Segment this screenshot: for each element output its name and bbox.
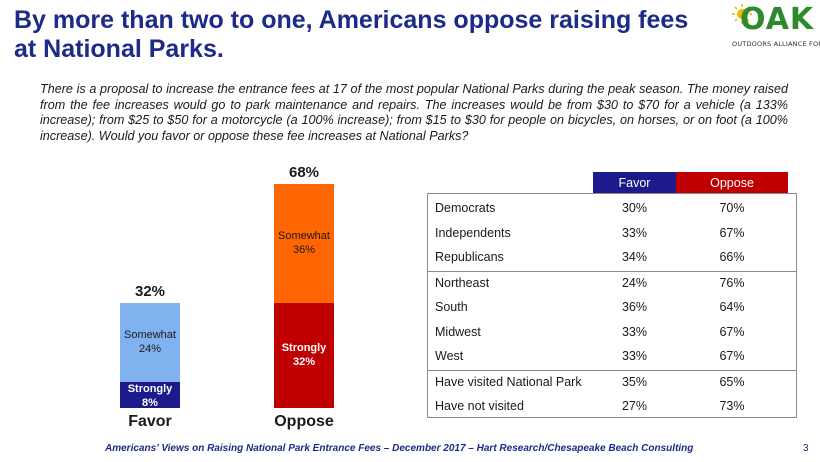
survey-question: There is a proposal to increase the entr… bbox=[40, 82, 788, 143]
row-label: West bbox=[435, 349, 464, 363]
table-group-divider bbox=[427, 369, 797, 371]
oppose-value: 67% bbox=[719, 349, 745, 363]
bar-label-somewhat-oppose: Somewhat 36% bbox=[278, 230, 330, 257]
logo-text: OAK bbox=[740, 2, 815, 37]
oppose-value: 67% bbox=[719, 324, 745, 339]
oppose-value: 65% bbox=[719, 374, 745, 389]
row-label: Midwest bbox=[435, 324, 481, 339]
bar-total-favor: 32% bbox=[134, 282, 166, 300]
table-row: Republicans 34% 66% bbox=[427, 245, 797, 269]
x-axis-label-favor: Favor bbox=[128, 413, 172, 430]
x-axis-label-oppose: Oppose bbox=[274, 413, 334, 430]
table-row: Northeast 24% 76% bbox=[427, 271, 797, 295]
row-label: South bbox=[435, 300, 468, 314]
table-header-oppose: Oppose bbox=[676, 172, 788, 194]
stacked-bar-chart: Strongly 8% Somewhat 24% 32% Favor Strongly 32%… bbox=[0, 0, 400, 440]
favor-value: 30% bbox=[621, 201, 648, 215]
table-row: Have visited National Park 35% 65% bbox=[427, 370, 797, 394]
table-row: Have not visited 27% 73% bbox=[427, 394, 797, 418]
favor-value: 36% bbox=[621, 300, 648, 314]
oppose-value: 76% bbox=[719, 275, 745, 290]
bar-somewhat-oppose: Somewhat 36% bbox=[274, 184, 334, 303]
table-row: South 36% 64% bbox=[427, 295, 797, 319]
row-label: Independents bbox=[435, 225, 511, 240]
table-row: Democrats 30% 70% bbox=[427, 196, 797, 220]
favor-value: 24% bbox=[621, 275, 648, 290]
sun-icon bbox=[732, 4, 752, 24]
bar-label-strongly-favor: Strongly 8% bbox=[127, 382, 173, 409]
table-row: Independents 33% 67% bbox=[427, 221, 797, 245]
table-row: Midwest 33% 67% bbox=[427, 320, 797, 344]
bar-strongly-oppose: Strongly 32% bbox=[274, 302, 334, 408]
favor-value: 35% bbox=[621, 374, 648, 389]
row-label: Have not visited bbox=[435, 399, 524, 413]
oppose-value: 67% bbox=[719, 225, 745, 240]
bar-somewhat-favor: Somewhat 24% bbox=[120, 302, 180, 382]
oppose-value: 64% bbox=[719, 300, 745, 314]
logo-tagline: OUTDOORS ALLIANCE FOR KIDS bbox=[732, 40, 820, 48]
oppose-value: 66% bbox=[719, 250, 745, 264]
row-label: Have visited National Park bbox=[435, 374, 582, 389]
page-number: 3 bbox=[803, 443, 809, 454]
row-label: Democrats bbox=[435, 201, 496, 215]
favor-value: 27% bbox=[621, 399, 648, 413]
oppose-value: 73% bbox=[719, 399, 745, 413]
row-label: Republicans bbox=[435, 250, 504, 264]
favor-value: 33% bbox=[621, 225, 648, 240]
table-header-favor: Favor bbox=[593, 172, 676, 194]
favor-value: 34% bbox=[621, 250, 648, 264]
page-title: By more than two to one, Americans oppos… bbox=[14, 6, 689, 63]
favor-value: 33% bbox=[621, 324, 648, 339]
bar-label-strongly-oppose: Strongly 32% bbox=[281, 342, 327, 369]
bar-total-oppose: 68% bbox=[288, 164, 320, 181]
oak-logo: OAK OUTDOORS ALLIANCE FOR KIDS bbox=[732, 2, 820, 52]
table-group-divider bbox=[427, 270, 797, 272]
table-row: West 33% 67% bbox=[427, 344, 797, 368]
bar-label-somewhat-favor: Somewhat 24% bbox=[124, 329, 176, 356]
footer-source: Americans’ Views on Raising National Par… bbox=[105, 443, 694, 454]
results-table bbox=[427, 193, 797, 418]
bar-strongly-favor: Strongly 8% bbox=[120, 381, 180, 409]
row-label: Northeast bbox=[435, 275, 490, 290]
oppose-value: 70% bbox=[719, 201, 745, 215]
favor-value: 33% bbox=[621, 349, 648, 363]
